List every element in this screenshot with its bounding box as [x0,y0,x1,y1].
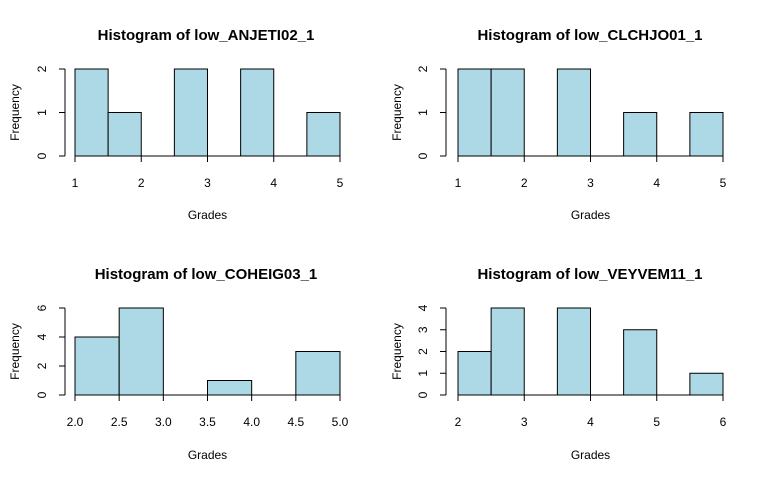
histogram-bar [207,380,253,396]
y-tick-label: 0 [416,152,430,159]
x-tick-label: 2 [455,415,462,429]
histogram-bar [490,68,525,157]
histogram-bar [173,68,208,157]
chart-title: Histogram of low_VEYVEM11_1 [477,266,702,283]
y-tick-label: 2 [416,65,430,72]
histogram-bar [623,112,658,157]
y-tick-label: 6 [35,304,49,311]
x-tick-label: 5.0 [332,415,349,429]
x-tick-label: 3.0 [155,415,172,429]
y-tick-label: 0 [35,391,49,398]
x-axis-label: Grades [571,208,610,222]
x-tick-label: 4.5 [287,415,304,429]
x-tick-label: 3.5 [199,415,216,429]
x-tick-label: 1 [72,176,79,190]
chart-title: Histogram of low_CLCHJO01_1 [477,27,702,44]
x-tick-label: 3 [521,415,528,429]
x-tick-label: 4 [270,176,277,190]
x-tick-label: 1 [455,176,462,190]
histogram-bar [457,68,492,157]
x-tick-label: 4.0 [243,415,260,429]
histogram-bar [490,307,525,396]
x-tick-label: 6 [720,415,727,429]
histogram-bar [107,112,142,157]
y-tick-label: 1 [416,370,430,377]
y-axis-label: Frequency [390,323,404,380]
y-tick-label: 1 [416,109,430,116]
y-tick-label: 4 [35,333,49,340]
histogram-bar [556,307,591,396]
histogram-panel-3: Histogram of low_COHEIG03_1 2.0 2.5 3.0 3.5 4… [8,266,348,462]
x-tick-label: 5 [720,176,727,190]
y-tick-label: 0 [35,152,49,159]
x-axis-label: Grades [188,208,227,222]
histogram-bar [457,351,492,396]
y-tick-label: 2 [416,348,430,355]
histogram-bar [118,307,164,396]
histogram-bar [306,112,341,157]
x-tick-label: 3 [587,176,594,190]
y-tick-label: 2 [35,65,49,72]
x-tick-label: 5 [653,415,660,429]
histogram-panel-4: Histogram of low_VEYVEM11_1 2 3 4 5 6 0 1 2 3 4 Gra… [390,266,726,462]
y-axis-label: Frequency [8,323,22,380]
histogram-bar [623,329,658,396]
x-tick-label: 2 [521,176,528,190]
y-tick-label: 0 [416,391,430,398]
histogram-bar [556,68,591,157]
x-axis-label: Grades [188,448,227,462]
x-tick-label: 5 [337,176,344,190]
y-axis-label: Frequency [390,84,404,141]
x-tick-label: 2.5 [111,415,128,429]
histogram-bar [295,351,341,396]
chart-title: Histogram of low_ANJETI02_1 [98,27,315,44]
histogram-bar [689,372,724,396]
x-axis-label: Grades [571,448,610,462]
histogram-panel-1: Histogram of low_ANJETI02_1 1 2 3 4 5 0 1 2 Grade… [8,27,343,222]
histogram-bar [74,336,120,396]
histogram-bar [74,68,109,157]
y-tick-label: 1 [35,109,49,116]
chart-title: Histogram of low_COHEIG03_1 [95,266,318,283]
histogram-bar [689,112,724,157]
histogram-panel-2: Histogram of low_CLCHJO01_1 1 2 3 4 5 0 1 2 Grade… [390,27,726,222]
x-tick-label: 2 [138,176,145,190]
x-tick-label: 4 [653,176,660,190]
y-tick-label: 3 [416,326,430,333]
x-tick-label: 3 [204,176,211,190]
x-tick-label: 2.0 [67,415,84,429]
x-tick-label: 4 [587,415,594,429]
histogram-bar [240,68,275,157]
y-tick-label: 4 [416,304,430,311]
y-axis-label: Frequency [8,84,22,141]
y-tick-label: 2 [35,362,49,369]
